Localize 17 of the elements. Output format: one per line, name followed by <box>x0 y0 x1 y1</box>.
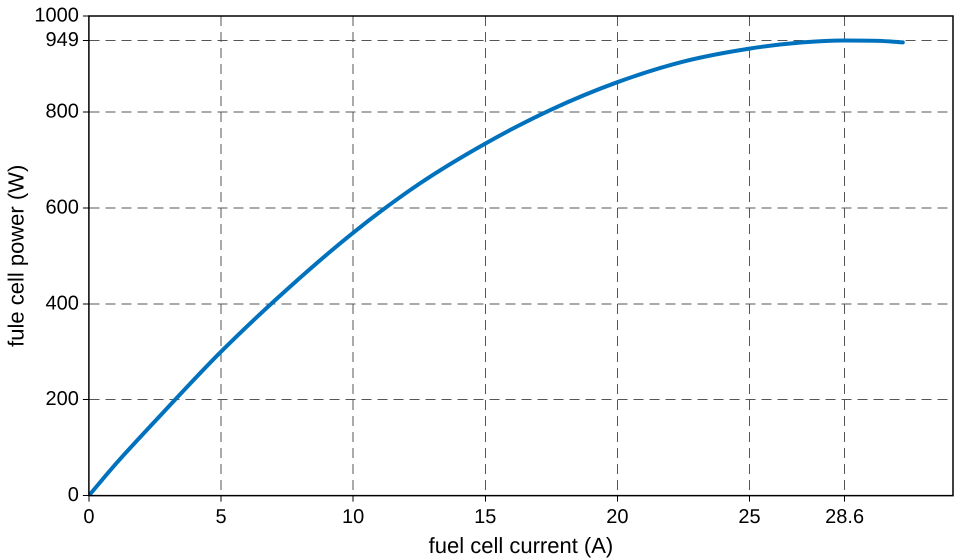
y-tick-label: 949 <box>46 28 79 51</box>
x-tick-label: 20 <box>606 506 629 528</box>
x-axis-title: fuel cell current (A) <box>428 532 614 558</box>
x-tick-label: 5 <box>215 506 227 528</box>
y-tick-label: 0 <box>68 484 79 506</box>
y-tick-label: 200 <box>46 388 79 410</box>
x-tick-label: 0 <box>83 506 94 528</box>
y-tick-label: 400 <box>46 292 79 314</box>
x-tick-label: 28.6 <box>825 506 864 528</box>
y-tick-label: 600 <box>46 196 79 218</box>
x-tick-label: 10 <box>342 506 364 528</box>
y-tick-label: 800 <box>46 100 79 122</box>
y-tick-label: 1000 <box>34 4 79 27</box>
line-series <box>88 38 905 496</box>
x-tick-label: 15 <box>474 506 496 528</box>
y-axis-title: fule cell power (W) <box>3 164 28 347</box>
x-tick-label: 25 <box>738 506 761 528</box>
